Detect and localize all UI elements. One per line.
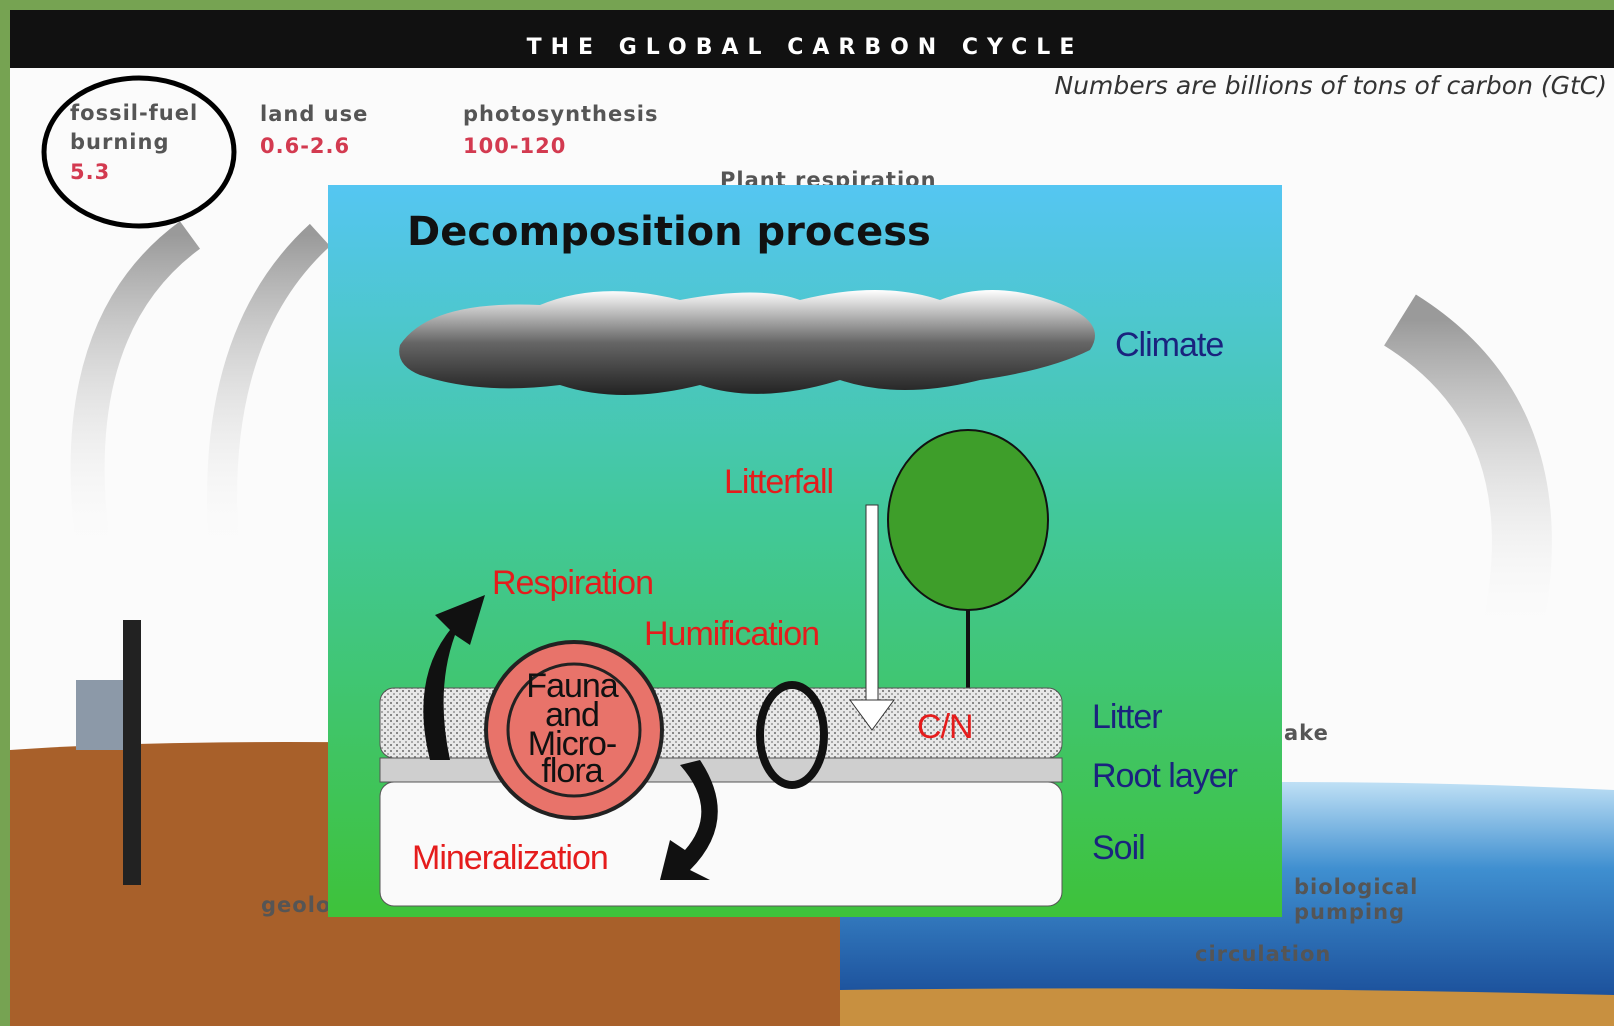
value: 100-120 <box>463 134 566 158</box>
label: Litterfall <box>724 463 833 501</box>
label: Mineralization <box>412 839 608 877</box>
label: Climate <box>1115 326 1223 364</box>
label: Root layer <box>1092 757 1238 795</box>
value: 0.6-2.6 <box>260 134 350 158</box>
label: pumping <box>1294 900 1405 924</box>
label: fossil-fuel <box>70 101 198 125</box>
label: Litter <box>1092 698 1162 736</box>
seabed <box>840 988 1614 1026</box>
label: ake <box>1284 721 1329 745</box>
slide: THE GLOBAL CARBON CYCLE Numbers are bill… <box>0 0 1614 1026</box>
inset-title: Decomposition process <box>407 209 931 255</box>
label: biological <box>1294 875 1418 899</box>
label: Respiration <box>492 564 653 602</box>
label: flora <box>541 752 603 790</box>
value: 5.3 <box>70 160 110 184</box>
label: geolo <box>261 893 331 917</box>
label: photosynthesis <box>463 102 658 126</box>
chimney <box>123 620 141 885</box>
label: circulation <box>1195 942 1331 966</box>
note: Numbers are billions of tons of carbon (… <box>1054 71 1607 100</box>
title: THE GLOBAL CARBON CYCLE <box>527 35 1084 60</box>
label: Humification <box>644 615 819 653</box>
litterfall-arrow <box>866 505 878 705</box>
page: THE GLOBAL CARBON CYCLE Numbers are bill… <box>0 0 1614 1026</box>
label: burning <box>70 130 169 154</box>
label: land use <box>260 102 368 126</box>
label: Soil <box>1092 829 1145 867</box>
root-layer <box>380 758 1062 782</box>
label: C/N <box>917 708 973 746</box>
inset: Decomposition process Climate Litterfall… <box>328 185 1282 917</box>
